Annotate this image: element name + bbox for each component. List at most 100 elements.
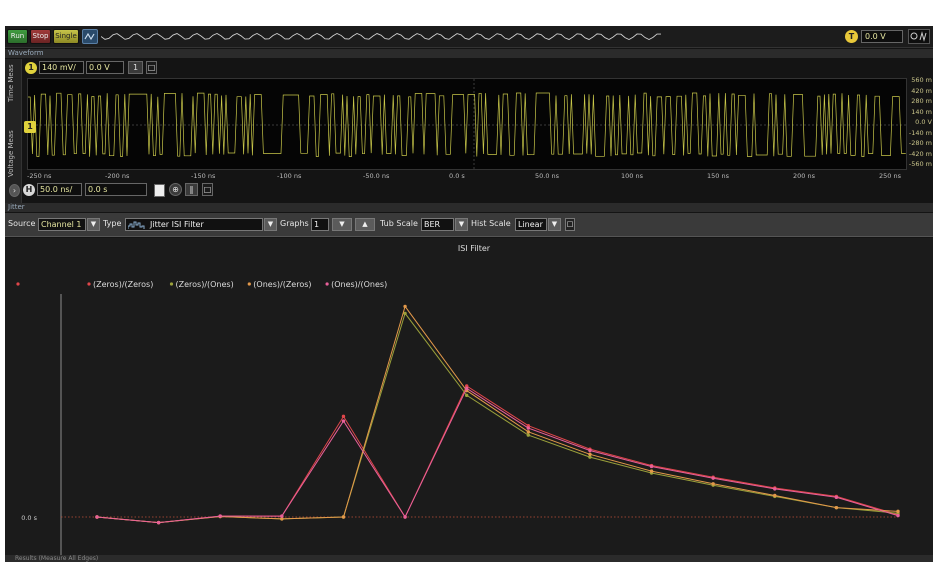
data-point [527, 430, 530, 433]
data-point [157, 521, 160, 524]
single-button[interactable]: Single [53, 29, 79, 44]
pin-icon-2[interactable]: □ [202, 183, 213, 196]
tub-scale-label: Tub Scale [380, 219, 418, 228]
measurement-side-tabs: Time Meas Voltage Meas [5, 59, 22, 204]
data-point [403, 515, 406, 518]
collapse-icon[interactable]: › [9, 184, 20, 197]
hist-scale-select[interactable]: Linear [515, 218, 547, 231]
x-tick-label: -150 ns [191, 172, 215, 180]
jitter-control-bar: Source Channel 1 ▼ Type Jitter ISI Filte… [5, 213, 933, 237]
pause-icon[interactable]: ‖ [185, 183, 198, 196]
legend-marker [170, 282, 173, 285]
data-point [95, 515, 98, 518]
graphs-decrement-button[interactable]: ▼ [332, 218, 352, 231]
y-tick-label: 0.0 V [915, 118, 932, 126]
channel-1-badge[interactable]: 1 [25, 62, 37, 74]
horizontal-badge[interactable]: H [23, 184, 35, 196]
pin-icon[interactable]: □ [146, 61, 157, 74]
data-point [588, 453, 591, 456]
jitter-panel-title: Jitter [5, 203, 933, 212]
data-point [403, 305, 406, 308]
graphs-field[interactable]: 1 [311, 218, 329, 231]
data-point [896, 514, 899, 517]
data-point [773, 494, 776, 497]
data-point [342, 515, 345, 518]
x-tick-label: 150 ns [707, 172, 729, 180]
horizontal-position-field[interactable]: 0.0 s [85, 183, 147, 196]
hist-scale-dropdown-button[interactable]: ▼ [548, 218, 561, 231]
x-tick-label: 50.0 ns [535, 172, 559, 180]
data-point [465, 394, 468, 397]
channel-1-ground-marker[interactable]: 1 [24, 121, 36, 133]
data-point [219, 514, 222, 517]
graphs-label: Graphs [280, 219, 309, 228]
trigger-level-field[interactable]: 0.0 V [861, 30, 903, 43]
data-point [527, 426, 530, 429]
vertical-offset-field[interactable]: 0.0 V [86, 61, 124, 74]
data-point [835, 496, 838, 499]
legend-label: (Ones)/(Zeros) [253, 280, 311, 289]
data-point [588, 449, 591, 452]
legend-marker [248, 282, 251, 285]
y-tick-label: 560 m [911, 76, 932, 84]
y-tick-label: 420 m [911, 87, 932, 95]
type-dropdown-button[interactable]: ▼ [264, 218, 277, 231]
trigger-badge[interactable]: T [845, 30, 858, 43]
source-dropdown-button[interactable]: ▼ [87, 218, 100, 231]
legend-marker [87, 282, 90, 285]
source-label: Source [8, 219, 35, 228]
waveform-panel-title: Waveform [5, 49, 933, 58]
horizontal-checkbox[interactable] [154, 184, 165, 197]
data-point [527, 433, 530, 436]
data-point [650, 469, 653, 472]
x-tick-label: -100 ns [277, 172, 301, 180]
legend-label: (Ones)/(Ones) [331, 280, 387, 289]
type-label: Type [103, 219, 121, 228]
series-line [97, 386, 898, 523]
stop-button[interactable]: Stop [30, 29, 51, 44]
autoscale-button[interactable] [82, 29, 98, 44]
legend-marker [326, 282, 329, 285]
data-point [896, 510, 899, 513]
data-point [650, 465, 653, 468]
waveform-display[interactable] [27, 78, 907, 170]
vertical-scale-field[interactable]: 140 mV/ [39, 61, 84, 74]
chart-title: ISI Filter [458, 244, 491, 253]
zoom-button[interactable] [908, 29, 930, 44]
channel-marker-button[interactable]: 1 [128, 61, 143, 74]
source-select[interactable]: Channel 1 [38, 218, 86, 231]
acquisition-overview-waveform [101, 29, 661, 44]
isi-filter-plot: ISI Filter (Zeros)/(Zeros) (Zeros)/(Ones) (… [5, 238, 933, 562]
legend-marker-all [16, 282, 19, 285]
tub-scale-dropdown-button[interactable]: ▼ [455, 218, 468, 231]
data-point [465, 387, 468, 390]
vertical-axis-labels: 560 m 420 m 280 m 140 m 0.0 V -140 m -280 m -42… [908, 76, 933, 172]
y-tick-label: 0.0 s [21, 514, 37, 522]
x-tick-label: -250 ns [27, 172, 51, 180]
run-button[interactable]: Run [7, 29, 28, 44]
series-line [97, 388, 898, 522]
horizontal-scale-field[interactable]: 50.0 ns/ [37, 183, 82, 196]
tab-time-meas[interactable]: Time Meas [7, 63, 20, 103]
y-tick-label: -560 m [909, 160, 932, 168]
x-tick-label: -50.0 ns [363, 172, 389, 180]
waveform-trace [28, 79, 908, 171]
data-point [342, 415, 345, 418]
channel-1-trace [28, 93, 906, 157]
histogram-icon [128, 221, 146, 229]
oscilloscope-window: Run Stop Single T 0.0 V Waveform Time Me… [5, 26, 933, 562]
tab-voltage-meas[interactable]: Voltage Meas [7, 125, 20, 183]
data-point [835, 506, 838, 509]
data-point [773, 487, 776, 490]
pin-icon-3[interactable]: □ [565, 218, 575, 231]
data-point [711, 482, 714, 485]
series-line [97, 313, 898, 522]
tub-scale-select[interactable]: BER [421, 218, 454, 231]
y-tick-label: -280 m [909, 139, 932, 147]
autoscale-icon [83, 30, 97, 43]
zoom-icon[interactable]: ⊕ [169, 183, 182, 196]
legend-label: (Zeros)/(Ones) [176, 280, 234, 289]
y-tick-label: -420 m [909, 150, 932, 158]
graphs-increment-button[interactable]: ▲ [355, 218, 375, 231]
acquisition-toolbar: Run Stop Single T 0.0 V [5, 26, 933, 48]
